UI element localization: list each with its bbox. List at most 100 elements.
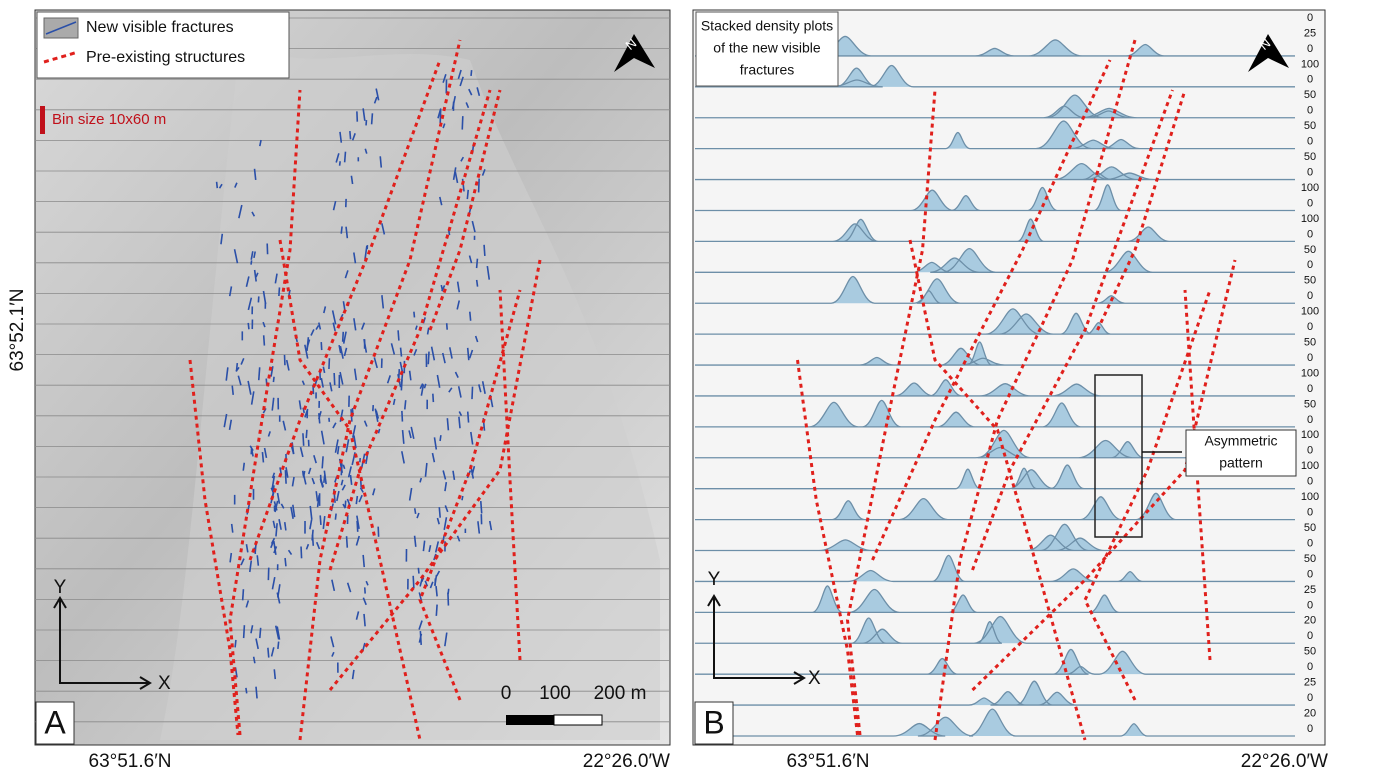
annotation-line: Asymmetric [1204, 433, 1277, 449]
scale-label: 0 [501, 683, 512, 704]
fracture [428, 352, 429, 365]
density-label: 0 [1307, 290, 1313, 302]
fracture [347, 536, 348, 548]
density-label: 0 [1307, 692, 1313, 704]
fracture [306, 430, 307, 438]
fracture [246, 688, 247, 693]
fracture [414, 312, 415, 318]
fracture [341, 226, 342, 233]
fracture [372, 113, 373, 124]
density-label: 0 [1307, 43, 1313, 55]
legend-label: Pre-existing structures [86, 49, 245, 66]
density-label: 50 [1304, 275, 1316, 287]
axis-x-label: X [158, 673, 171, 694]
fracture [279, 287, 280, 296]
figure: New visible fractures Pre-existing struc… [0, 0, 1388, 778]
density-label: 25 [1304, 677, 1316, 689]
fracture [243, 463, 244, 471]
fracture [363, 555, 364, 567]
fracture [232, 524, 233, 533]
density-label: 100 [1301, 491, 1319, 503]
density-label: 100 [1301, 429, 1319, 441]
density-label: 0 [1307, 105, 1313, 117]
density-label: 20 [1304, 707, 1316, 719]
scale-bar [554, 715, 602, 725]
fracture [477, 280, 478, 287]
fracture [402, 411, 403, 422]
fracture [340, 161, 341, 165]
legend-label: New visible fractures [86, 19, 234, 36]
density-label: 0 [1307, 166, 1313, 178]
longitude-label: 22°26.0′W [1241, 751, 1328, 772]
density-label: 50 [1304, 120, 1316, 132]
bin-size-marker [40, 106, 45, 134]
longitude-label: 22°26.0′W [583, 751, 670, 772]
panel-label: B [703, 704, 724, 740]
fracture [436, 586, 437, 596]
latitude-label: 63°52.1′N [7, 289, 28, 372]
scale-label: 200 m [594, 683, 647, 704]
fracture [235, 640, 236, 647]
density-label: 50 [1304, 336, 1316, 348]
density-label: 100 [1301, 182, 1319, 194]
fracture [345, 152, 346, 163]
annotation-line: pattern [1219, 455, 1263, 471]
fracture [248, 323, 249, 329]
fracture [415, 508, 416, 514]
scale-bar [506, 715, 554, 725]
fracture [470, 312, 471, 321]
scale-label: 100 [539, 683, 571, 704]
fracture [418, 568, 419, 574]
fracture [378, 429, 379, 433]
fracture [334, 373, 335, 385]
fracture [401, 348, 402, 357]
density-label: 100 [1301, 213, 1319, 225]
fracture [471, 70, 472, 76]
fracture [217, 182, 218, 188]
fracture [273, 377, 274, 382]
fracture [448, 593, 449, 606]
density-label: 100 [1301, 367, 1319, 379]
fracture [462, 496, 463, 500]
fracture [439, 507, 440, 518]
fracture [243, 589, 244, 600]
fracture [481, 501, 482, 513]
title-line: Stacked density plots [701, 18, 833, 34]
fracture [256, 687, 257, 699]
density-label: 0 [1307, 537, 1313, 549]
fracture [343, 332, 344, 342]
fracture [301, 547, 302, 559]
axis-y-label: Y [708, 569, 721, 590]
density-label: 0 [1307, 136, 1313, 148]
fracture [274, 669, 275, 679]
density-label: 100 [1301, 58, 1319, 70]
fracture [303, 433, 304, 446]
fracture [244, 625, 245, 638]
fracture [356, 496, 357, 504]
fracture [420, 631, 421, 645]
density-label: 0 [1307, 12, 1313, 24]
density-label: 0 [1307, 599, 1313, 611]
title-line: fractures [740, 62, 794, 78]
density-label: 0 [1307, 507, 1313, 519]
axis-x-label: X [808, 668, 821, 689]
fracture [338, 446, 339, 454]
density-label: 50 [1304, 646, 1316, 658]
density-label: 0 [1307, 352, 1313, 364]
fracture [232, 386, 233, 395]
density-label: 0 [1307, 630, 1313, 642]
fracture [468, 412, 469, 423]
fracture [312, 530, 313, 541]
fracture [260, 628, 261, 638]
fracture [350, 131, 351, 139]
fracture [262, 452, 263, 462]
density-label: 0 [1307, 321, 1313, 333]
density-label: 0 [1307, 445, 1313, 457]
fracture [467, 190, 468, 199]
density-label: 50 [1304, 89, 1316, 101]
density-label: 50 [1304, 553, 1316, 565]
density-label: 0 [1307, 197, 1313, 209]
density-label: 0 [1307, 723, 1313, 735]
fracture [257, 555, 258, 565]
fracture [285, 522, 286, 530]
